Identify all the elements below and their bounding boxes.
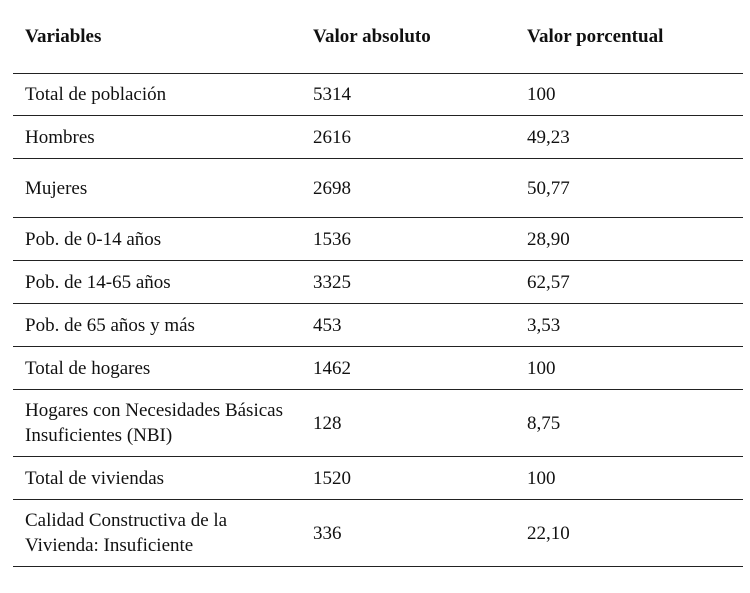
- row-porcentual: 100: [515, 346, 743, 390]
- row-variable: Hogares con Necesidades Básicas Insufici…: [13, 389, 301, 457]
- table-header-row: Variables Valor absoluto Valor porcentua…: [13, 0, 743, 74]
- row-variable: Total de población: [13, 73, 301, 116]
- row-porcentual: 49,23: [515, 115, 743, 159]
- row-variable: Mujeres: [13, 158, 301, 218]
- row-absoluto: 5314: [301, 73, 515, 116]
- header-valor-porcentual: Valor porcentual: [515, 0, 743, 74]
- row-variable: Calidad Constructiva de la Vivienda: Ins…: [13, 499, 301, 567]
- table-row: Hombres 2616 49,23: [13, 115, 743, 159]
- population-table: Variables Valor absoluto Valor porcentua…: [13, 0, 743, 567]
- table-row: Mujeres 2698 50,77: [13, 158, 743, 218]
- row-variable: Pob. de 0-14 años: [13, 217, 301, 261]
- table-row: Total de población 5314 100: [13, 73, 743, 116]
- row-absoluto: 1520: [301, 456, 515, 500]
- row-absoluto: 3325: [301, 260, 515, 304]
- row-absoluto: 128: [301, 389, 515, 457]
- table-row: Calidad Constructiva de la Vivienda: Ins…: [13, 499, 743, 567]
- row-absoluto: 453: [301, 303, 515, 347]
- row-porcentual: 50,77: [515, 158, 743, 218]
- row-absoluto: 1536: [301, 217, 515, 261]
- table-row: Hogares con Necesidades Básicas Insufici…: [13, 389, 743, 457]
- row-variable: Pob. de 65 años y más: [13, 303, 301, 347]
- row-variable: Total de hogares: [13, 346, 301, 390]
- row-porcentual: 28,90: [515, 217, 743, 261]
- population-table-container: Variables Valor absoluto Valor porcentua…: [13, 0, 743, 567]
- row-porcentual: 8,75: [515, 389, 743, 457]
- row-porcentual: 100: [515, 456, 743, 500]
- row-variable: Total de viviendas: [13, 456, 301, 500]
- row-absoluto: 2698: [301, 158, 515, 218]
- row-absoluto: 336: [301, 499, 515, 567]
- table-row: Pob. de 0-14 años 1536 28,90: [13, 217, 743, 261]
- row-porcentual: 62,57: [515, 260, 743, 304]
- row-variable: Pob. de 14-65 años: [13, 260, 301, 304]
- row-absoluto: 1462: [301, 346, 515, 390]
- row-porcentual: 100: [515, 73, 743, 116]
- row-porcentual: 22,10: [515, 499, 743, 567]
- header-variables: Variables: [13, 0, 301, 74]
- header-valor-absoluto: Valor absoluto: [301, 0, 515, 74]
- table-row: Pob. de 65 años y más 453 3,53: [13, 303, 743, 347]
- table-row: Total de viviendas 1520 100: [13, 456, 743, 500]
- table-row: Total de hogares 1462 100: [13, 346, 743, 390]
- table-row: Pob. de 14-65 años 3325 62,57: [13, 260, 743, 304]
- row-absoluto: 2616: [301, 115, 515, 159]
- row-variable: Hombres: [13, 115, 301, 159]
- row-porcentual: 3,53: [515, 303, 743, 347]
